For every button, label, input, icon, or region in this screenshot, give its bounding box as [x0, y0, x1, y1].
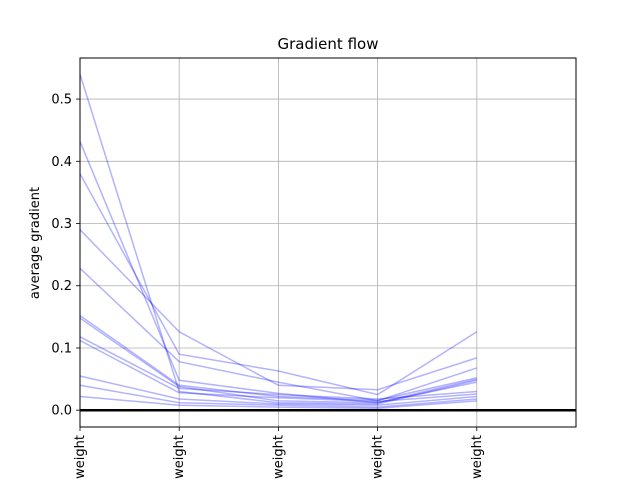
series-line [79, 339, 477, 403]
series-lines [79, 73, 478, 410]
plot-frame [79, 57, 577, 428]
series-line [79, 73, 477, 405]
y-tick-label: 0.4 [51, 155, 72, 170]
chart-title: Gradient flow [278, 35, 379, 53]
series-line [79, 267, 478, 402]
y-tick-label: 0.5 [51, 93, 72, 108]
x-axis: weight weight weight weight weight [73, 427, 485, 479]
series-line [79, 141, 477, 404]
y-tick-label: 0.1 [51, 341, 72, 356]
y-tick-label: 0.0 [51, 404, 72, 419]
series-line [79, 336, 477, 400]
x-tick-label: weight [172, 435, 187, 479]
y-tick-label: 0.2 [51, 279, 72, 294]
series-line [79, 173, 478, 396]
x-tick-label: weight [470, 435, 485, 479]
series-line [79, 317, 477, 404]
y-axis-label: average gradient [28, 187, 43, 299]
series-line [79, 395, 477, 410]
y-axis: 0.0 0.1 0.2 0.3 0.4 0.5 [51, 93, 80, 419]
x-tick-label: weight [371, 435, 386, 479]
series-line [79, 314, 477, 401]
series-line [79, 229, 478, 391]
series-line [79, 384, 477, 408]
grid [79, 58, 576, 427]
x-tick-label: weight [271, 435, 286, 479]
x-tick-label: weight [73, 435, 88, 479]
y-tick-label: 0.3 [51, 217, 72, 232]
series-line [79, 375, 477, 406]
